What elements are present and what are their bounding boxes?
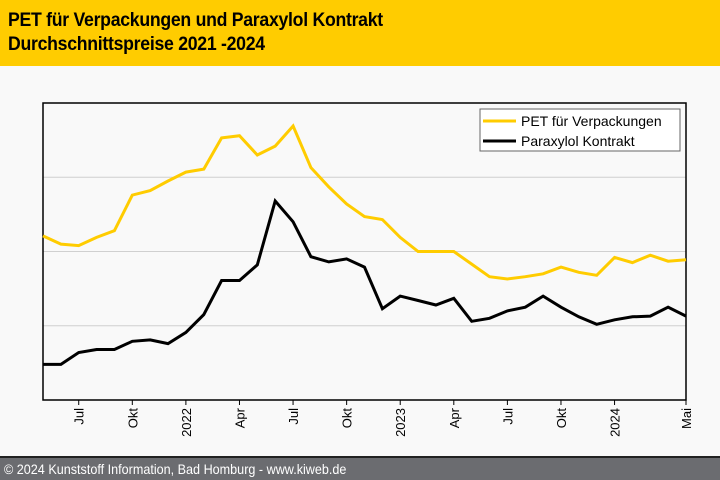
legend-label-pet: PET für Verpackungen [521,113,662,129]
plot-frame [42,102,687,401]
chart-subtitle: Durchschnittspreise 2021 -2024 [8,34,265,55]
x-tick-label: 2023 [393,408,408,437]
x-tick-label: Jul [72,408,87,425]
series-lines [42,123,687,366]
header-banner: PET für Verpackungen und Paraxylol Kontr… [0,0,720,66]
series-line-paraxylol [43,197,687,366]
line-chart: Jul Okt 2022 Apr Jul Okt 2023 Apr Jul Okt 2024 Mai … [42,102,694,437]
copyright-text: © 2024 Kunststoff Information, Bad Hombu… [4,461,347,477]
x-tick-label: 2024 [608,408,623,437]
x-tick-label: 2022 [179,408,194,437]
gridlines [43,176,686,327]
legend-box [479,108,681,152]
x-tick-label: Jul [500,408,515,425]
x-tick-label: Okt [125,408,140,429]
legend-label-paraxylol: Paraxylol Kontrakt [521,133,635,149]
x-tick-label: Jul [286,408,301,425]
x-tick-label: Apr [447,407,462,428]
x-tick-label: Okt [340,408,355,429]
chart-title: PET für Verpackungen und Paraxylol Kontr… [8,10,383,31]
x-tick-label: Mai [679,408,694,429]
legend: PET für Verpackungen Paraxylol Kontrakt [479,108,681,152]
x-tick-label: Apr [232,407,247,428]
x-axis-ticks: Jul Okt 2022 Apr Jul Okt 2023 Apr Jul Okt 2024 Mai [72,400,694,437]
footer-bar: © 2024 Kunststoff Information, Bad Hombu… [0,456,720,480]
x-tick-label: Okt [554,408,569,429]
